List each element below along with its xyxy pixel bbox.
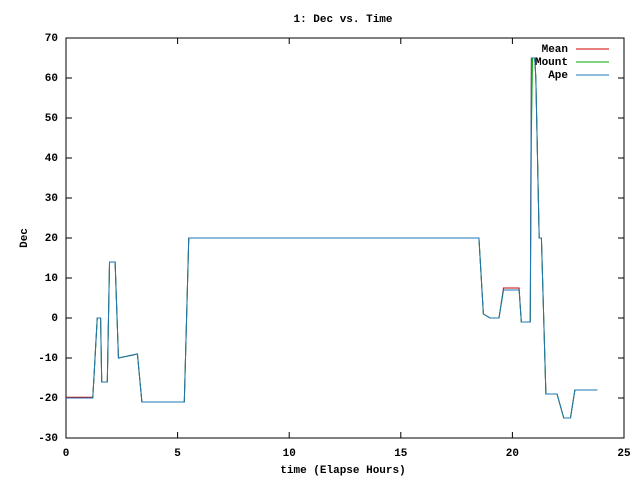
- x-tick-label: 20: [506, 448, 519, 460]
- chart-title: 1: Dec vs. Time: [293, 14, 392, 26]
- legend-label: Mount: [535, 57, 568, 69]
- y-tick-label: 0: [51, 313, 58, 325]
- y-tick-label: -20: [38, 393, 58, 405]
- x-tick-label: 5: [174, 448, 181, 460]
- x-axis-label: time (Elapse Hours): [280, 465, 405, 477]
- y-tick-label: 50: [45, 113, 58, 125]
- x-tick-label: 15: [394, 448, 408, 460]
- legend-label: Ape: [548, 70, 568, 82]
- y-tick-label: -10: [38, 353, 58, 365]
- y-tick-label: 10: [45, 273, 58, 285]
- y-tick-label: 30: [45, 193, 58, 205]
- y-axis-label: Dec: [19, 228, 31, 248]
- x-tick-label: 0: [63, 448, 70, 460]
- legend-label: Mean: [542, 44, 568, 56]
- x-tick-label: 10: [283, 448, 296, 460]
- y-tick-label: 60: [45, 73, 58, 85]
- y-tick-label: -30: [38, 433, 58, 445]
- y-tick-label: 40: [45, 153, 58, 165]
- y-tick-label: 20: [45, 233, 58, 245]
- line-series: [66, 57, 598, 419]
- x-tick-label: 25: [617, 448, 631, 460]
- y-tick-label: 70: [45, 33, 58, 45]
